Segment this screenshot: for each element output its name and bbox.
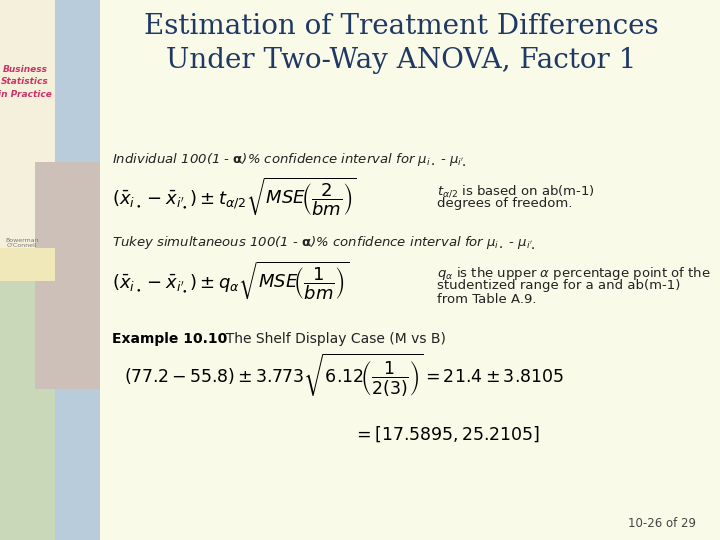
Text: $(\bar{x}_{i_\bullet} - \bar{x}_{i^\prime_\bullet}) \pm q_{\alpha}\sqrt{MSE\!\le: $(\bar{x}_{i_\bullet} - \bar{x}_{i^\prim… bbox=[112, 260, 349, 302]
Bar bbox=[35, 162, 100, 389]
Text: $q_\alpha$ is the upper $\alpha$ percentage point of the: $q_\alpha$ is the upper $\alpha$ percent… bbox=[437, 265, 711, 281]
Text: Estimation of Treatment Differences
Under Two-Way ANOVA, Factor 1: Estimation of Treatment Differences Unde… bbox=[144, 14, 658, 74]
Text: The Shelf Display Case (M vs B): The Shelf Display Case (M vs B) bbox=[217, 332, 446, 346]
Bar bbox=[0, 248, 55, 281]
Text: $(77.2 - 55.8) \pm 3.773\sqrt{6.12\!\left(\dfrac{1}{2(3)}\right)} = 21.4 \pm 3.8: $(77.2 - 55.8) \pm 3.773\sqrt{6.12\!\lef… bbox=[124, 352, 564, 399]
Text: $t_{\alpha/2}$ is based on ab(m-1): $t_{\alpha/2}$ is based on ab(m-1) bbox=[437, 184, 595, 199]
Bar bbox=[55, 0, 100, 540]
Text: Business
Statistics
in Practice: Business Statistics in Practice bbox=[0, 65, 52, 99]
Bar bbox=[35, 162, 100, 389]
Bar bbox=[0, 0, 100, 270]
Text: from Table A.9.: from Table A.9. bbox=[437, 293, 536, 306]
Text: $= [17.5895, 25.2105]$: $= [17.5895, 25.2105]$ bbox=[353, 425, 540, 444]
Text: Bowerman
O'Connell: Bowerman O'Connell bbox=[5, 238, 39, 248]
Text: studentized range for a and ab(m-1): studentized range for a and ab(m-1) bbox=[437, 279, 680, 292]
Text: Individual 100(1 - $\mathbf{\alpha}$)% confidence interval for $\mu_{i_\bullet}$: Individual 100(1 - $\mathbf{\alpha}$)% c… bbox=[112, 151, 467, 168]
Text: 10-26 of 29: 10-26 of 29 bbox=[628, 517, 696, 530]
Bar bbox=[0, 270, 100, 540]
Text: Example 10.10: Example 10.10 bbox=[112, 332, 228, 346]
Text: degrees of freedom.: degrees of freedom. bbox=[437, 197, 572, 210]
Text: $(\bar{x}_{i_\bullet} - \bar{x}_{i^\prime_\bullet}) \pm t_{\alpha/2}\sqrt{MSE\!\: $(\bar{x}_{i_\bullet} - \bar{x}_{i^\prim… bbox=[112, 176, 357, 218]
Text: Tukey simultaneous 100(1 - $\mathbf{\alpha}$)% confidence interval for $\mu_{i_\: Tukey simultaneous 100(1 - $\mathbf{\alp… bbox=[112, 235, 535, 252]
